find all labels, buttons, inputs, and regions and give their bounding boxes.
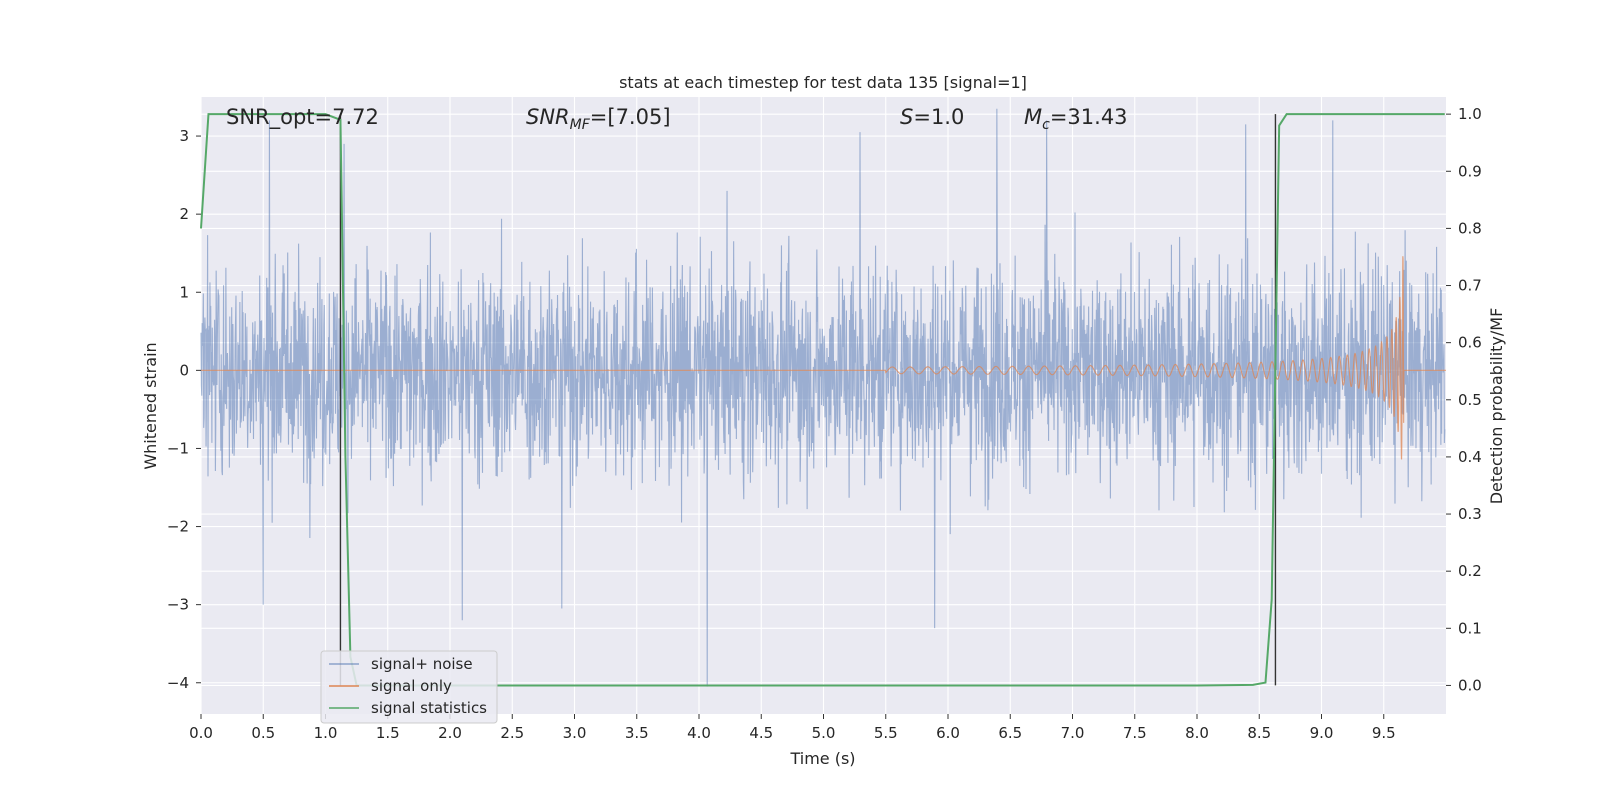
x-tick-label: 4.0 — [687, 724, 711, 742]
snr-mf-sub: MF — [570, 117, 591, 133]
legend-label-signal: signal only — [371, 677, 452, 695]
y-tick-label: 2 — [179, 205, 189, 223]
y2-tick-label: 0.7 — [1458, 277, 1482, 295]
snr-opt-annotation: SNR_opt=7.72 — [226, 105, 379, 130]
legend-label-noise: signal+ noise — [371, 655, 473, 673]
x-tick-label: 5.0 — [812, 724, 836, 742]
snr-mf-annotation: SNRMF=[7.05] — [526, 105, 671, 133]
signal-series — [201, 256, 1446, 460]
chart-title: stats at each timestep for test data 135… — [619, 73, 1027, 92]
x-tick-label: 8.0 — [1185, 724, 1209, 742]
x-tick-label: 3.0 — [563, 724, 587, 742]
y-tick-label: −1 — [167, 439, 189, 457]
y-tick-label: 0 — [179, 361, 189, 379]
legend: signal+ noise signal only signal statist… — [320, 650, 498, 724]
noise-line — [200, 108, 1446, 687]
x-tick-label: 3.5 — [625, 724, 649, 742]
x-tick-label: 7.5 — [1123, 724, 1147, 742]
x-tick-label: 9.5 — [1372, 724, 1396, 742]
signal-line — [201, 256, 1446, 460]
x-axis-label: Time (s) — [789, 749, 855, 768]
mc-sub: c — [1042, 117, 1050, 133]
y2-tick-label: 0.3 — [1458, 505, 1482, 523]
mc-value: =31.43 — [1050, 105, 1128, 129]
x-tick-label: 1.0 — [314, 724, 338, 742]
y-tick-label: −4 — [167, 674, 189, 692]
y2-tick-label: 0.2 — [1458, 562, 1482, 580]
noise-series — [200, 108, 1446, 687]
x-tick-label: 8.5 — [1247, 724, 1271, 742]
y2-tick-label: 0.6 — [1458, 334, 1482, 352]
y-axis-label: Whitened strain — [141, 342, 160, 469]
x-tick-label: 6.5 — [998, 724, 1022, 742]
x-tick-label: 0.0 — [189, 724, 213, 742]
mc-annotation: Mc=31.43 — [1024, 105, 1128, 133]
mc-symbol: M — [1024, 105, 1042, 129]
legend-label-statistics: signal statistics — [371, 699, 487, 717]
s-value: =1.0 — [913, 105, 964, 129]
y2-tick-label: 0.1 — [1458, 619, 1482, 637]
s-annotation: S=1.0 — [900, 105, 964, 129]
x-tick-label: 4.5 — [749, 724, 773, 742]
s-symbol: S — [900, 105, 913, 129]
y2-tick-label: 0.9 — [1458, 162, 1482, 180]
x-tick-label: 6.0 — [936, 724, 960, 742]
snr-mf-value: =[7.05] — [590, 105, 671, 129]
y2-tick-label: 1.0 — [1458, 105, 1482, 123]
x-tick-label: 2.0 — [438, 724, 462, 742]
y2-tick-label: 0.5 — [1458, 391, 1482, 409]
x-tick-label: 0.5 — [251, 724, 275, 742]
snr-mf-base: SNR — [526, 105, 570, 129]
x-tick-label: 2.5 — [500, 724, 524, 742]
y2-tick-label: 0.0 — [1458, 676, 1482, 694]
y-tick-label: 1 — [179, 283, 189, 301]
x-tick-label: 7.0 — [1061, 724, 1085, 742]
y2-tick-label: 0.4 — [1458, 448, 1482, 466]
y-tick-label: −2 — [167, 518, 189, 536]
y2-axis-label: Detection probability/MF — [1487, 308, 1506, 505]
x-tick-label: 5.5 — [874, 724, 898, 742]
y-tick-label: 3 — [179, 127, 189, 145]
y-tick-label: −3 — [167, 596, 189, 614]
x-tick-label: 1.5 — [376, 724, 400, 742]
y2-tick-label: 0.8 — [1458, 219, 1482, 237]
ticks-layer: 0.0 0.5 1.0 1.5 2.0 2.5 3.0 3.5 4.0 4.5 5.0 5.5 6.0 6… — [167, 105, 1482, 742]
legend-box — [320, 650, 498, 724]
x-tick-label: 9.0 — [1310, 724, 1334, 742]
